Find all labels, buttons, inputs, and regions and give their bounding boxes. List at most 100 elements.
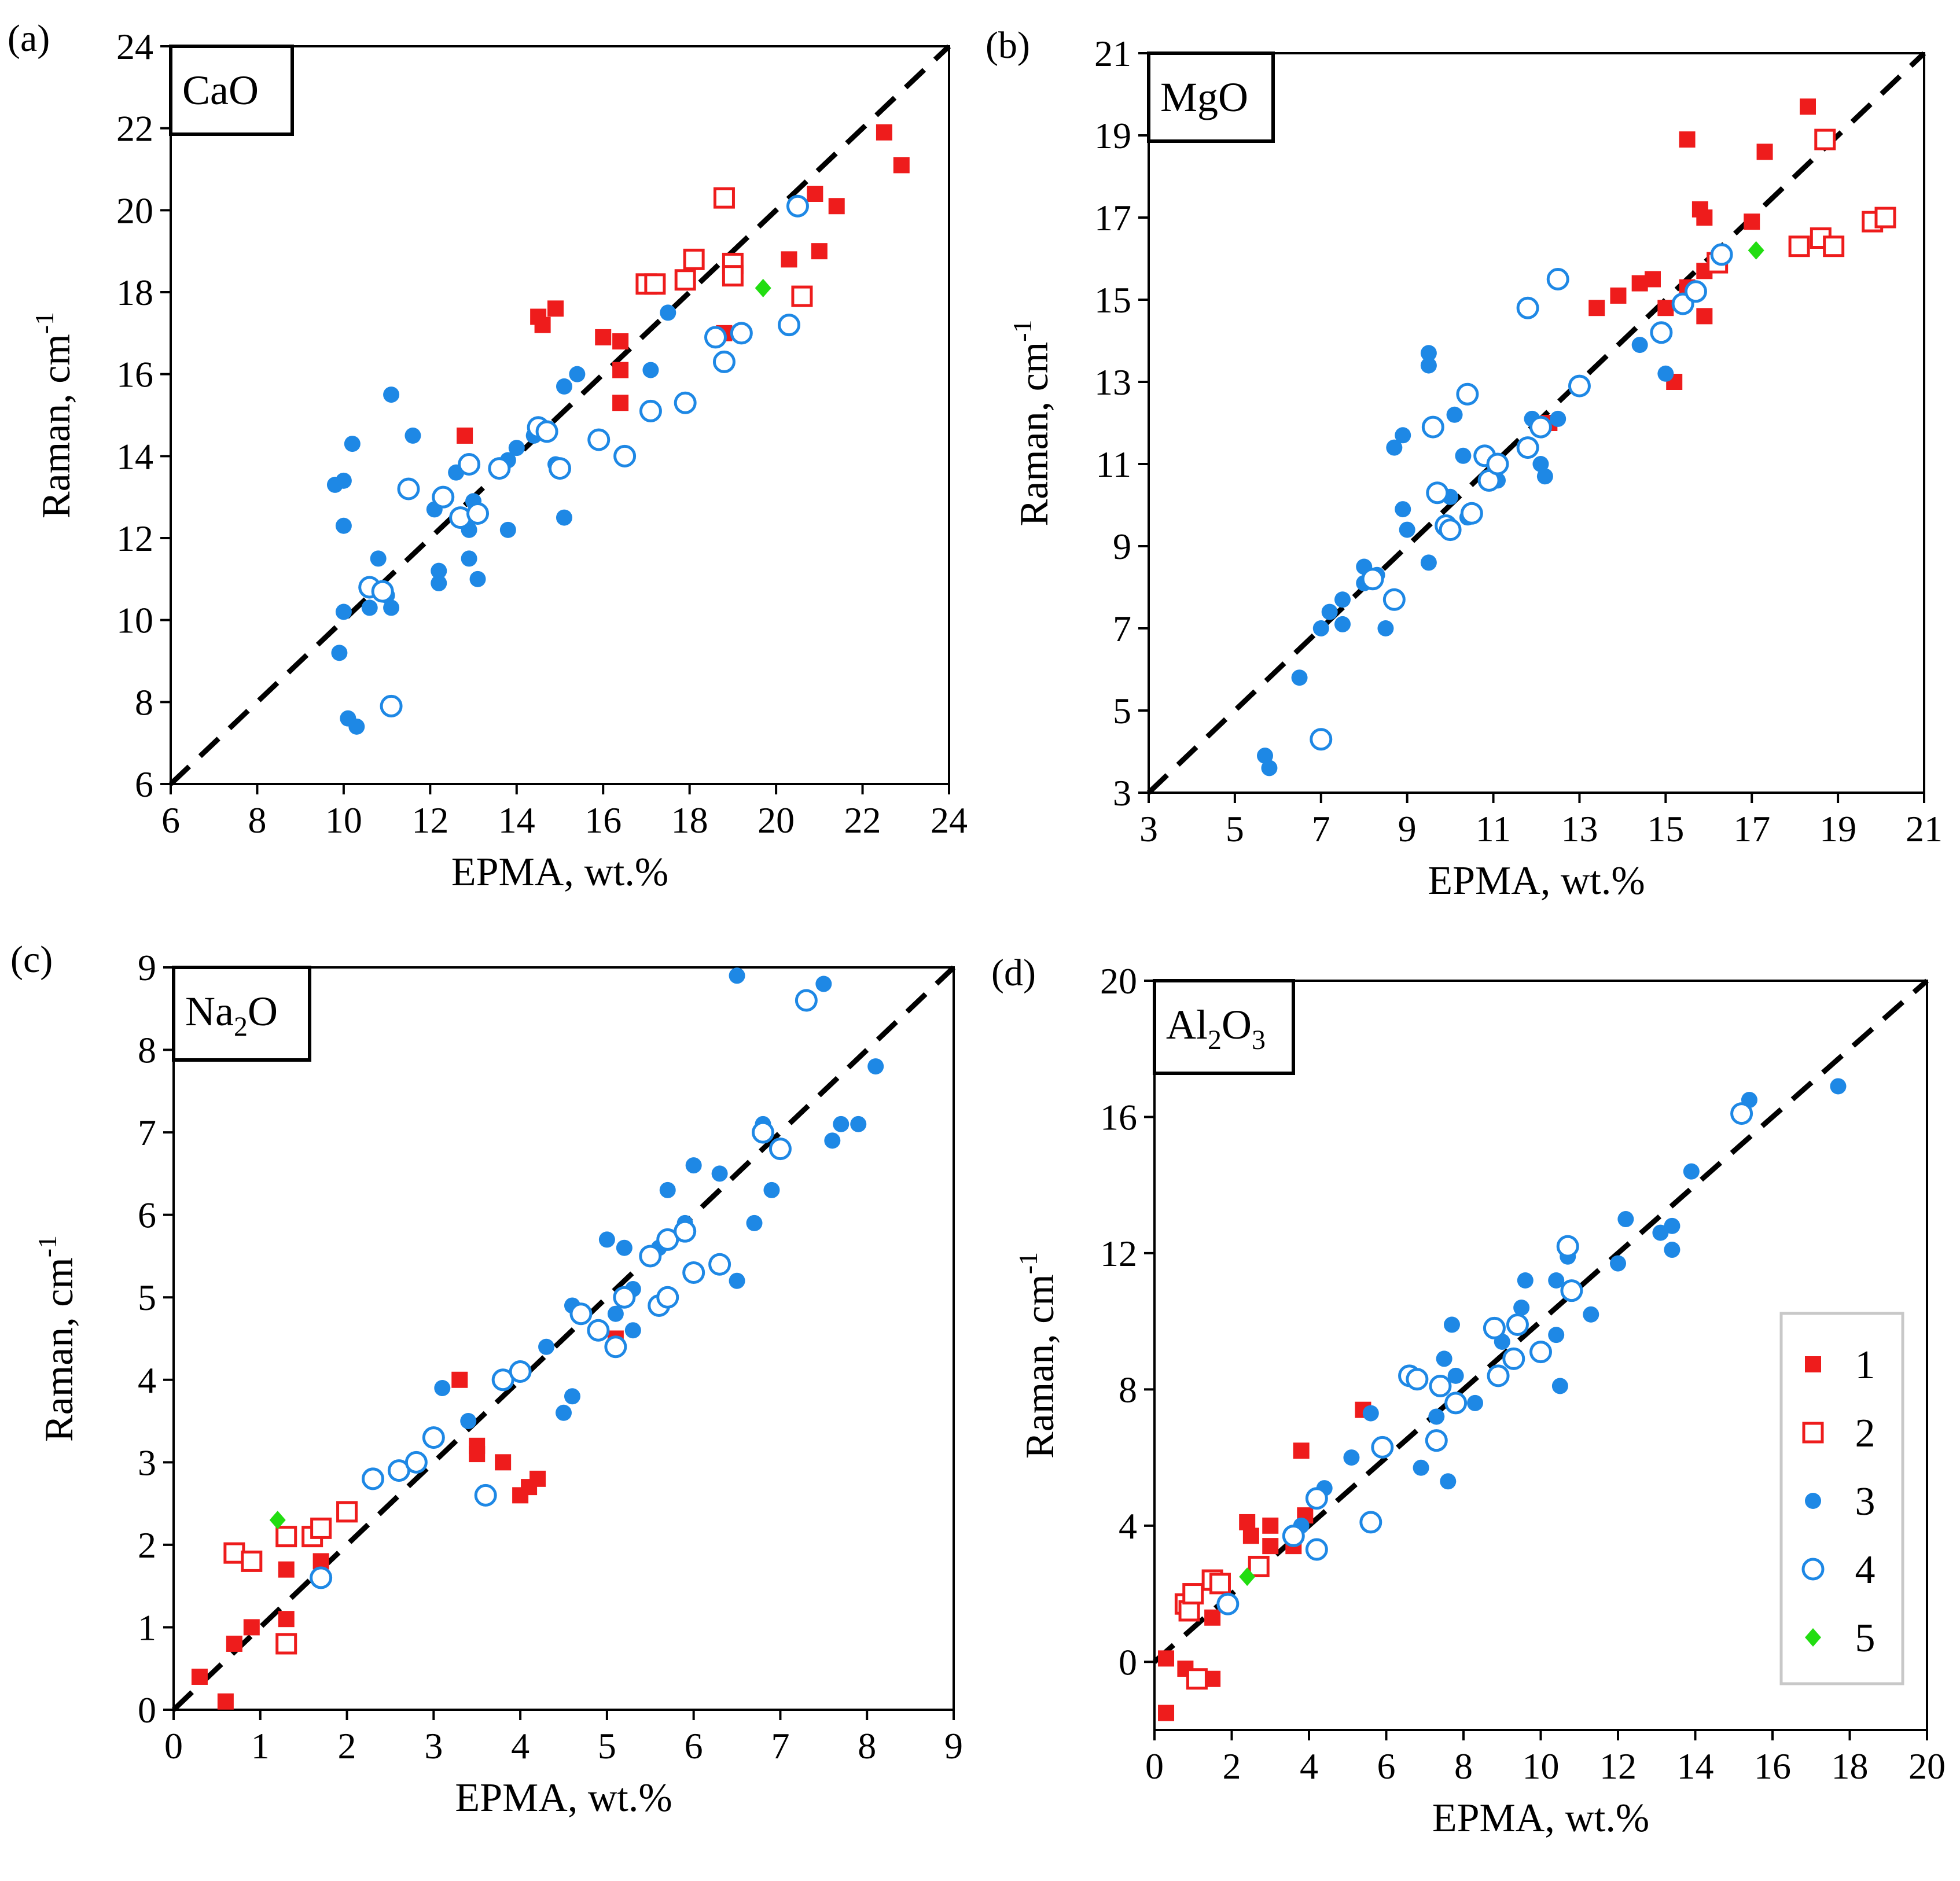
data-point-series-2 [1823,235,1845,257]
data-point-series-4 [704,326,727,349]
data-point-series-3 [431,562,447,579]
data-point-series-3 [1657,365,1674,382]
x-tick-label: 17 [1733,808,1770,849]
oxide-title: CaO [182,67,259,113]
y-tick-label: 21 [1094,33,1131,74]
data-point-series-1 [495,1454,512,1471]
data-point-series-4 [1439,518,1462,542]
x-tick-label: 6 [161,800,180,841]
x-tick-label: 20 [1908,1746,1946,1787]
y-tick-label: 11 [1095,444,1131,485]
data-point-series-4 [1486,452,1509,476]
data-point-series-1 [278,1611,295,1628]
data-point-series-4 [682,1261,705,1284]
data-point-series-4 [639,399,662,422]
x-tick-label: 3 [424,1725,443,1766]
data-point-series-1 [595,329,612,345]
data-point-series-1 [1657,300,1674,316]
data-point-series-3 [729,1272,745,1289]
x-tick-label: 10 [1523,1746,1560,1787]
y-tick-label: 15 [1094,279,1131,321]
data-point-series-4 [1310,728,1333,751]
y-tick-label: 17 [1094,197,1131,238]
data-point-series-4 [1425,1429,1448,1452]
x-tick-label: 22 [844,800,881,841]
data-point-series-3 [763,1181,780,1198]
data-point-series-4 [1406,1368,1429,1391]
data-point-series-3 [461,550,477,567]
data-point-series-4 [569,1302,593,1326]
data-point-series-3 [404,427,421,444]
data-point-series-1 [451,1371,468,1388]
data-point-series-2 [275,1526,297,1548]
x-tick-label: 12 [411,800,448,841]
data-point-series-3 [556,378,572,395]
data-point-series-4 [361,1467,384,1490]
data-point-series-4 [587,428,611,451]
legend-marker-1 [1805,1356,1821,1372]
x-tick-label: 9 [944,1725,963,1766]
data-point-series-4 [1487,1364,1510,1387]
legend-label-5: 5 [1855,1616,1876,1661]
data-point-series-1 [811,243,828,260]
data-point-series-3 [1436,1350,1452,1367]
data-point-series-3 [660,304,676,321]
legend-marker-5 [1805,1628,1821,1647]
data-point-series-3 [1334,616,1351,632]
y-tick-label: 8 [138,1030,156,1071]
series-4 [1216,1102,1753,1615]
data-point-series-3 [711,1165,728,1182]
data-point-series-4 [509,1360,532,1383]
data-point-series-3 [460,1413,477,1430]
y-tick-label: 20 [116,190,153,231]
data-point-series-4 [712,350,736,373]
data-point-series-4 [795,989,818,1012]
x-tick-label: 20 [757,800,795,841]
y-axis-label: Raman, cm-1 [1007,319,1057,526]
series-3 [434,967,884,1430]
data-point-series-3 [1830,1078,1847,1095]
x-tick-label: 6 [1377,1746,1396,1787]
y-tick-label: 5 [1113,690,1131,731]
data-point-series-3 [1548,1327,1565,1343]
data-point-series-3 [1428,1408,1445,1425]
oxide-title-box [172,966,311,1062]
data-point-series-3 [335,472,352,489]
legend-marker-4 [1801,1558,1825,1581]
data-point-series-3 [538,1338,555,1355]
data-point-series-4 [380,694,403,717]
data-point-series-1 [1262,1538,1279,1555]
x-tick-label: 7 [1312,808,1330,849]
data-point-series-3 [1291,669,1308,686]
data-point-series-4 [1421,415,1444,439]
x-axis-label: EPMA, wt.% [451,850,668,895]
data-point-series-4 [474,1484,497,1507]
y-tick-label: 7 [1113,608,1131,649]
data-point-series-3 [383,386,400,403]
data-point-series-3 [361,599,378,616]
data-point-series-5 [1239,1567,1256,1586]
data-point-series-2 [644,273,666,295]
data-point-series-2 [722,265,744,287]
legend-marker-3 [1805,1493,1821,1509]
panel-label: (a) [8,17,50,60]
data-point-series-3 [348,718,365,735]
y-tick-label: 10 [116,600,153,641]
data-point-series-3 [1395,501,1411,518]
y-tick-label: 22 [116,108,153,149]
legend: 1 2 3 4 5 [1779,1312,1904,1685]
data-point-series-1 [469,1446,486,1463]
data-point-series-1 [1679,131,1696,148]
data-point-series-3 [850,1116,867,1132]
x-tick-label: 2 [338,1725,356,1766]
y-tick-label: 3 [1113,772,1131,813]
data-point-series-3 [1664,1242,1680,1258]
data-point-series-4 [1216,1592,1240,1615]
legend-label-3: 3 [1855,1479,1876,1524]
legend-box [1779,1312,1904,1685]
data-point-series-4 [1502,1347,1525,1370]
series-1 [191,1330,624,1710]
data-point-series-3 [1532,456,1549,472]
legend-label-4: 4 [1855,1548,1876,1592]
